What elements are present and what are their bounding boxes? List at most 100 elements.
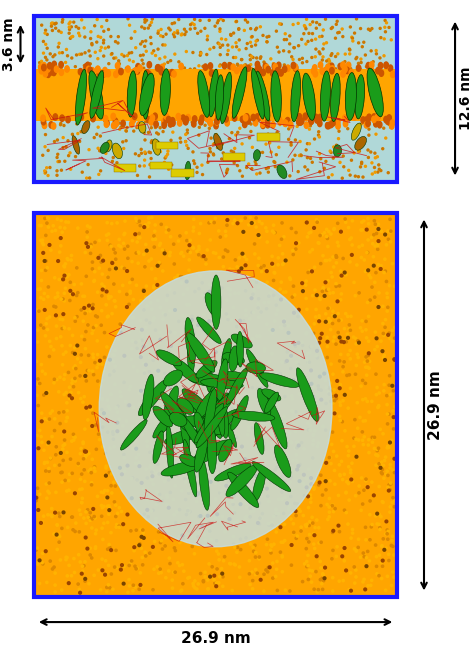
- Point: [196, 50, 204, 60]
- Point: [46, 414, 53, 424]
- Point: [117, 391, 125, 402]
- Point: [141, 14, 149, 25]
- Point: [104, 485, 111, 496]
- Point: [219, 501, 227, 511]
- Point: [80, 513, 88, 523]
- Point: [255, 384, 262, 394]
- Point: [312, 567, 320, 577]
- Point: [350, 148, 358, 158]
- Ellipse shape: [333, 145, 342, 157]
- Point: [106, 414, 113, 424]
- Point: [300, 444, 308, 454]
- Point: [99, 421, 106, 431]
- Point: [138, 335, 146, 345]
- Point: [312, 34, 319, 44]
- Point: [389, 567, 397, 577]
- Point: [152, 274, 159, 284]
- Point: [126, 20, 133, 31]
- Point: [362, 378, 369, 389]
- Point: [307, 571, 314, 582]
- Point: [73, 50, 81, 60]
- Point: [150, 242, 158, 252]
- Point: [303, 473, 310, 484]
- Point: [195, 524, 202, 535]
- Point: [247, 407, 255, 417]
- Point: [148, 17, 155, 27]
- Point: [230, 559, 238, 569]
- Point: [120, 229, 128, 239]
- Point: [147, 32, 155, 43]
- Point: [366, 535, 374, 545]
- Point: [186, 506, 194, 517]
- Point: [156, 238, 164, 249]
- Circle shape: [313, 71, 318, 77]
- Circle shape: [104, 121, 109, 127]
- Point: [375, 570, 383, 581]
- Point: [328, 267, 335, 278]
- Circle shape: [285, 117, 290, 124]
- Point: [263, 319, 271, 329]
- Point: [90, 369, 97, 380]
- Point: [318, 31, 326, 42]
- Point: [137, 403, 145, 413]
- Point: [230, 402, 238, 412]
- Point: [247, 127, 255, 137]
- Point: [171, 438, 179, 448]
- Point: [315, 585, 322, 595]
- Point: [140, 391, 148, 402]
- Point: [236, 572, 244, 583]
- Point: [364, 362, 372, 373]
- Point: [81, 465, 88, 475]
- Point: [381, 254, 389, 264]
- Point: [135, 450, 143, 460]
- Circle shape: [303, 113, 308, 119]
- Point: [106, 502, 113, 513]
- Point: [386, 437, 394, 448]
- Point: [260, 417, 267, 428]
- Point: [45, 282, 52, 292]
- Point: [307, 497, 315, 508]
- Point: [331, 504, 339, 514]
- Point: [334, 327, 342, 337]
- Point: [381, 545, 388, 555]
- Point: [255, 312, 263, 323]
- Point: [203, 389, 211, 400]
- Circle shape: [52, 69, 56, 76]
- Point: [148, 263, 155, 274]
- Point: [120, 238, 128, 249]
- Point: [78, 497, 85, 508]
- Point: [141, 509, 148, 519]
- Point: [325, 435, 332, 445]
- Point: [212, 472, 219, 483]
- Point: [74, 579, 82, 589]
- Point: [223, 220, 231, 230]
- Circle shape: [59, 69, 64, 75]
- Point: [176, 443, 184, 453]
- Circle shape: [369, 70, 374, 77]
- Ellipse shape: [220, 371, 246, 381]
- Point: [138, 580, 146, 591]
- Point: [134, 170, 141, 180]
- Point: [171, 328, 179, 338]
- Point: [138, 552, 146, 563]
- Point: [184, 454, 191, 464]
- Point: [75, 387, 82, 398]
- Point: [141, 368, 148, 378]
- Point: [257, 130, 264, 141]
- Point: [72, 376, 79, 386]
- Point: [365, 348, 373, 358]
- Circle shape: [330, 66, 335, 72]
- Point: [323, 119, 331, 129]
- Point: [56, 222, 64, 232]
- Point: [303, 56, 310, 67]
- Point: [260, 261, 268, 271]
- Point: [146, 367, 153, 377]
- Point: [172, 438, 180, 448]
- Point: [64, 217, 72, 227]
- Point: [210, 217, 218, 228]
- Point: [115, 118, 123, 129]
- Point: [124, 241, 132, 251]
- Point: [255, 260, 262, 271]
- Point: [308, 577, 315, 587]
- Point: [77, 357, 84, 367]
